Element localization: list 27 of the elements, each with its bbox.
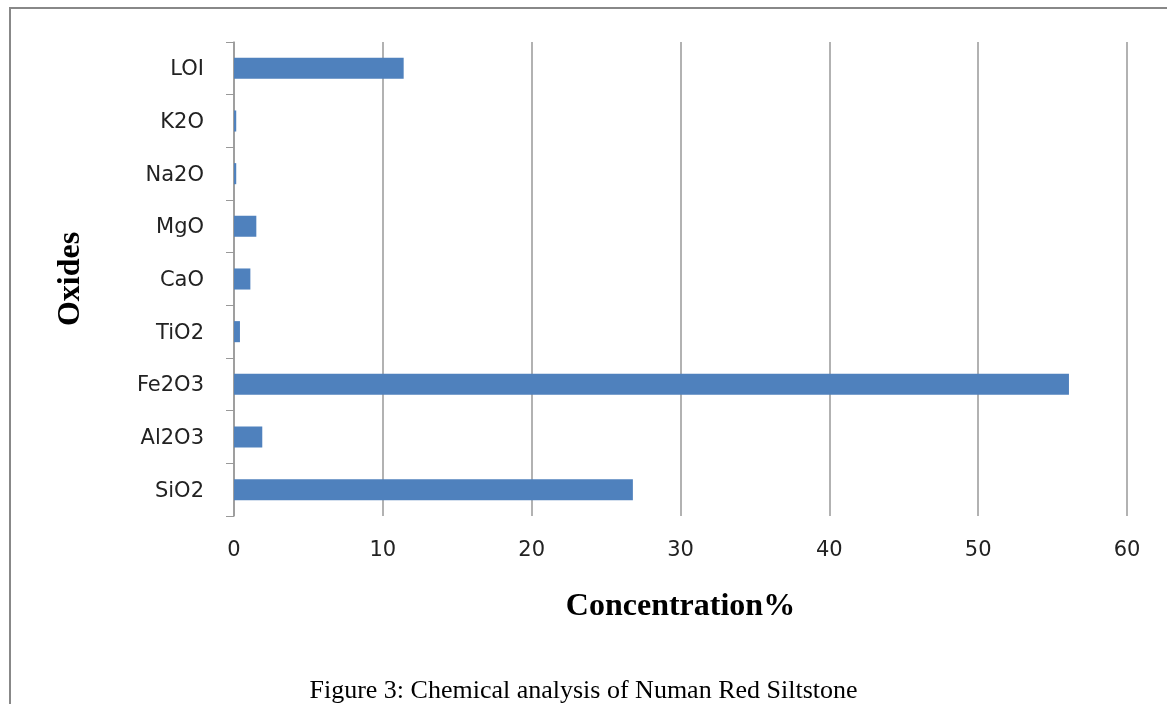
x-tick-label: 60	[1113, 536, 1141, 561]
y-tick-label: TiO2	[155, 319, 204, 344]
bar	[234, 110, 237, 132]
bar	[234, 268, 251, 290]
bar	[234, 373, 1069, 395]
x-axis-title: Concentration%	[565, 586, 796, 622]
y-tick-label: Al2O3	[140, 425, 204, 449]
bar	[234, 426, 263, 448]
bar	[234, 479, 633, 501]
y-tick-label: Na2O	[145, 161, 204, 186]
y-tick-label: LOI	[170, 56, 204, 81]
bar	[234, 321, 240, 343]
x-tick-label: 30	[667, 536, 694, 561]
y-tick-label: MgO	[156, 214, 204, 239]
bar	[234, 215, 257, 237]
y-axis-title: Oxides	[50, 231, 86, 327]
bar	[234, 57, 404, 79]
y-tick-label: CaO	[159, 267, 204, 291]
x-tick-label: 10	[369, 536, 397, 561]
x-tick-label: 0	[227, 536, 241, 561]
y-tick-label: Fe2O3	[136, 372, 204, 397]
y-tick-label: K2O	[160, 109, 204, 133]
x-tick-label: 20	[518, 536, 546, 561]
x-tick-label: 50	[964, 536, 992, 561]
y-tick-label: SiO2	[154, 477, 204, 502]
caption: Figure 3: Chemical analysis of Numan Red Siltstone	[309, 674, 858, 704]
x-tick-label: 40	[815, 536, 843, 561]
